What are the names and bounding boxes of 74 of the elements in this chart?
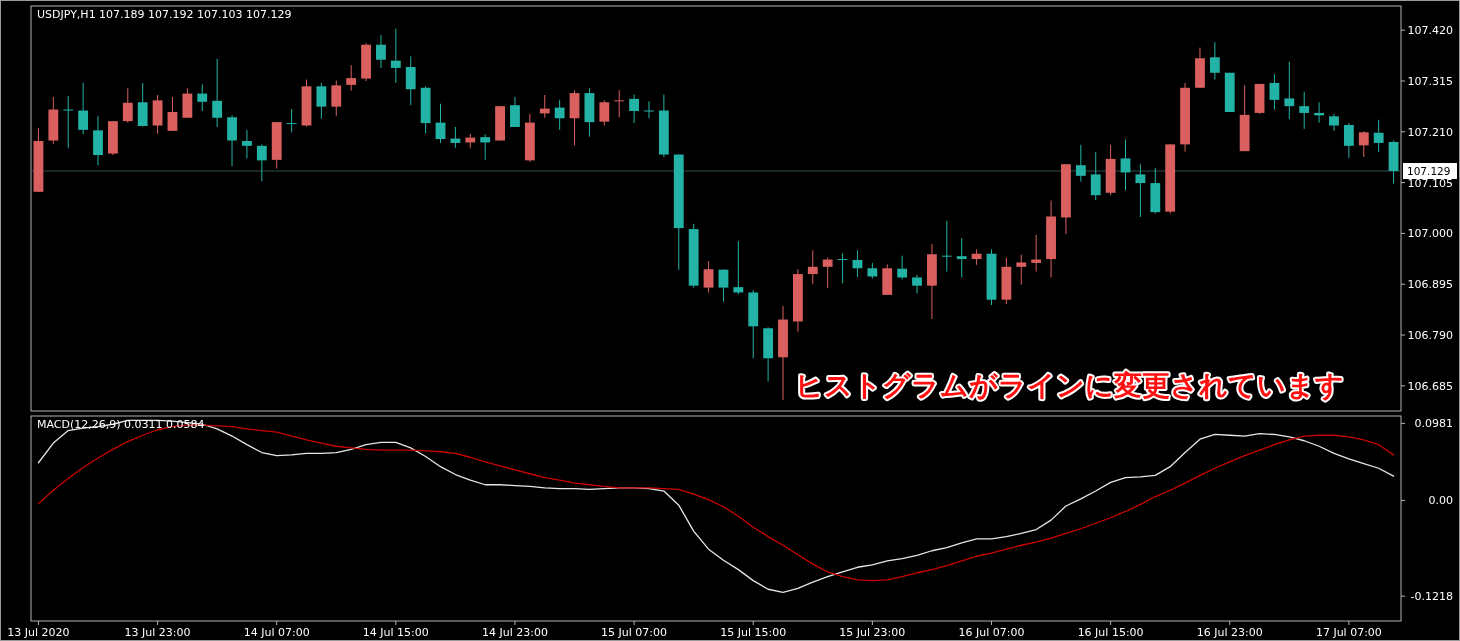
candlestick (912, 274, 922, 294)
y-tick-label: 107.210 (1407, 125, 1453, 139)
candlestick (331, 80, 342, 117)
y-tick-label: -0.1218 (1410, 590, 1453, 604)
candlestick (837, 252, 848, 284)
ref-line-label: 107.129 (1407, 165, 1451, 177)
annotation: ヒストグラムがラインに変更されています (795, 369, 1344, 402)
x-tick-label: 15 Jul 07:00 (601, 626, 668, 639)
x-tick-label: 15 Jul 23:00 (839, 626, 906, 639)
candlestick (941, 220, 952, 273)
y-tick-label: 107.420 (1407, 24, 1453, 38)
y-tick-label: 106.790 (1407, 329, 1453, 343)
candlestick (450, 126, 461, 149)
candlestick (1343, 122, 1354, 159)
candlestick (256, 143, 267, 182)
candlestick (376, 34, 386, 69)
x-tick-label: 17 Jul 07:00 (1315, 626, 1382, 639)
candlestick (405, 55, 416, 106)
candlestick (614, 89, 625, 118)
x-tick-label: 16 Jul 23:00 (1196, 626, 1263, 639)
x-tick-label: 16 Jul 07:00 (958, 626, 1025, 639)
candlestick (227, 114, 237, 167)
x-tick-label: 16 Jul 15:00 (1077, 626, 1144, 639)
x-tick-label: 14 Jul 15:00 (362, 626, 429, 639)
y-tick-label: 106.895 (1407, 278, 1453, 292)
candlestick (599, 99, 610, 127)
candlestick (1090, 151, 1101, 201)
x-tick-label: 14 Jul 07:00 (243, 626, 310, 639)
candlestick (718, 268, 729, 303)
candlestick (63, 95, 74, 149)
candlestick (1016, 254, 1027, 286)
candlestick (212, 58, 223, 128)
y-tick-label: 0.0981 (1414, 417, 1453, 431)
y-tick-label: 0.00 (1428, 494, 1453, 508)
candlestick (956, 237, 967, 278)
candlestick (242, 129, 252, 159)
y-tick-label: 107.315 (1407, 75, 1453, 88)
x-tick-label: 15 Jul 15:00 (720, 626, 787, 639)
candlestick (390, 28, 401, 84)
candlestick (1299, 91, 1310, 130)
y-tick-label: 107.000 (1407, 227, 1453, 241)
candlestick (629, 94, 640, 124)
candlestick (167, 96, 178, 132)
candlestick (703, 260, 714, 293)
candlestick (897, 255, 908, 280)
candlestick (480, 133, 491, 161)
candlestick (733, 240, 744, 295)
candlestick (137, 82, 148, 127)
candlestick (554, 99, 565, 131)
chart-title: USDJPY,H1 107.189 107.192 107.103 107.129 (37, 8, 292, 21)
candlestick (822, 257, 833, 289)
candlestick (316, 82, 327, 120)
candlestick (78, 82, 89, 135)
candlestick (1135, 163, 1146, 218)
candlestick (122, 87, 133, 124)
candlestick (644, 100, 654, 119)
candlestick (807, 249, 818, 285)
candlestick (197, 83, 208, 112)
y-tick-label: 107.105 (1407, 176, 1453, 190)
candlestick (1120, 139, 1131, 191)
candlestick (1358, 130, 1369, 158)
candlestick (510, 96, 520, 128)
x-tick-label: 14 Jul 23:00 (481, 626, 548, 639)
x-tick-label: 13 Jul 2020 (7, 626, 70, 639)
candlestick (286, 108, 297, 133)
candlestick (1031, 234, 1042, 273)
y-tick-label: 106.685 (1407, 379, 1453, 393)
candlestick (1209, 41, 1220, 81)
candlestick (1269, 73, 1280, 111)
candlestick (1373, 119, 1384, 153)
candlestick (1075, 144, 1086, 183)
candlestick (346, 64, 357, 92)
x-tick-label: 13 Jul 23:00 (124, 626, 191, 639)
candlestick (1284, 61, 1295, 120)
